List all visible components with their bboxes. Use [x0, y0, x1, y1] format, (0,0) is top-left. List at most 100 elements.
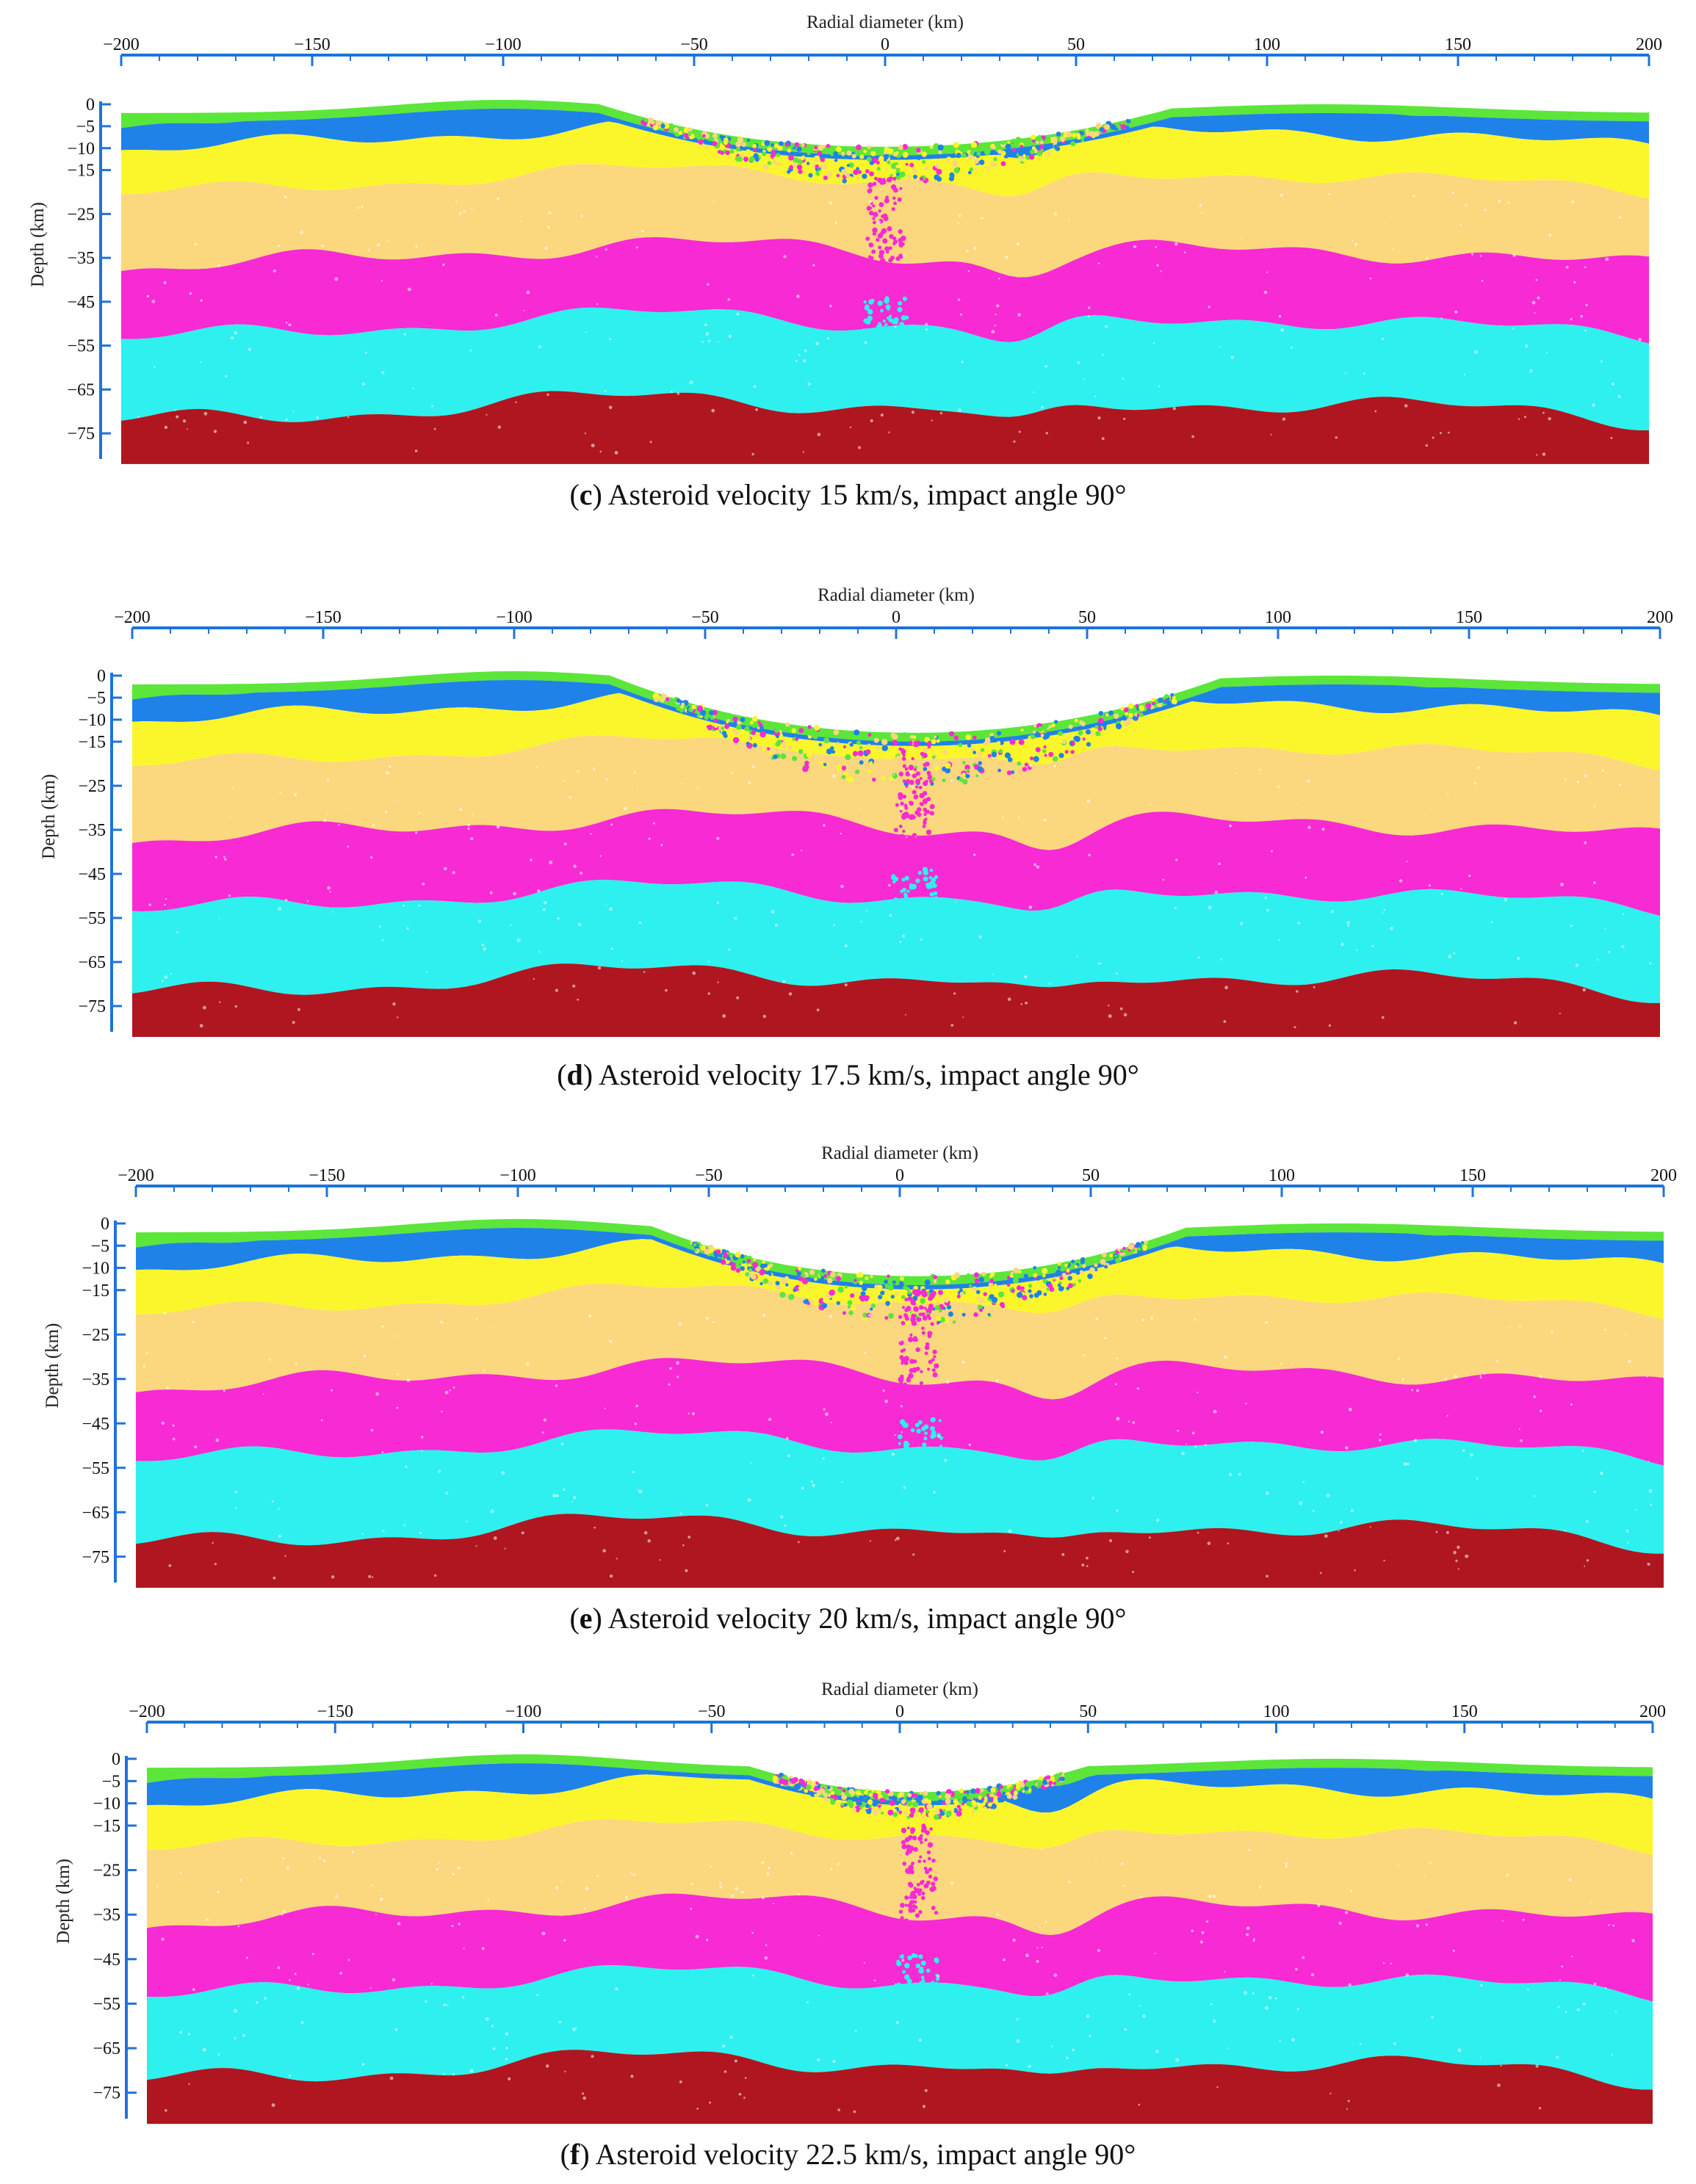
x-tick-label: 200	[1639, 1702, 1666, 1721]
layer-yellow	[132, 693, 1660, 771]
x-tick-label: 50	[1078, 608, 1096, 627]
x-tick-label: −50	[698, 1702, 726, 1721]
y-tick-label: −45	[82, 1414, 109, 1433]
x-tick-label: −150	[305, 608, 342, 627]
x-tick-label: −50	[695, 1166, 723, 1185]
y-tick-label: −65	[93, 2039, 120, 2058]
layer-darkred	[121, 391, 1649, 464]
x-axis-title: Radial diameter (km)	[821, 1143, 978, 1163]
x-axis: −200 −150 −100 −50 0 50 100 150 200 Radial diamet…	[103, 12, 1662, 66]
layer-blue	[147, 1763, 1653, 1813]
x-tick-label: 50	[1079, 1702, 1097, 1721]
layer-tan	[147, 1819, 1653, 1936]
y-tick-label: −25	[67, 205, 95, 224]
panel-caption: (d) Asteroid velocity 17.5 km/s, impact …	[557, 1058, 1139, 1091]
x-tick-label: −50	[680, 35, 708, 54]
crater-ejecta	[652, 692, 1177, 787]
x-tick-label: 150	[1445, 35, 1471, 54]
layer-cyan	[147, 1965, 1653, 2090]
x-axis: −200 −150 −100 −50 0 50 100 150 200 Radial diamet…	[129, 1679, 1666, 1733]
panel-letter: c	[579, 478, 593, 511]
layer-tan	[132, 735, 1660, 850]
layer-surface-green	[121, 100, 1649, 156]
x-tick-label: 150	[1456, 608, 1482, 627]
panel-caption: (c) Asteroid velocity 15 km/s, impact an…	[569, 478, 1127, 511]
layer-blue	[121, 109, 1649, 160]
y-axis-title: Depth (km)	[43, 1323, 62, 1409]
x-tick-label: −100	[505, 1702, 542, 1721]
layer-darkred	[136, 1514, 1664, 1588]
y-tick-label: −65	[78, 953, 106, 972]
layer-surface-green	[147, 1754, 1653, 1801]
x-tick-label: −200	[129, 1702, 165, 1721]
x-tick-label: −200	[118, 1166, 154, 1185]
y-tick-label: −15	[78, 733, 106, 752]
x-tick-label: −150	[317, 1702, 353, 1721]
figure-panel-c: −200 −150 −100 −50 0 50 100 150 200 Radial diamet…	[0, 0, 1696, 514]
crater-ejecta	[690, 1240, 1148, 1326]
y-axis-title: Depth (km)	[28, 202, 48, 287]
x-tick-label: 100	[1265, 608, 1291, 627]
particle-speckle	[156, 1848, 1635, 2114]
strata-layers	[132, 671, 1660, 1037]
panel-caption: (e) Asteroid velocity 20 km/s, impact an…	[569, 1602, 1127, 1635]
layer-magenta	[147, 1893, 1653, 2002]
x-tick-label: −150	[294, 35, 331, 54]
y-tick-label: −55	[93, 1995, 120, 2014]
x-axis: −200 −150 −100 −50 0 50 100 150 200 Radial diamet…	[118, 1143, 1677, 1197]
panel-letter: e	[579, 1602, 593, 1635]
y-tick-label: −55	[82, 1459, 109, 1478]
x-tick-label: 50	[1067, 35, 1085, 54]
y-tick-label: −25	[82, 1326, 109, 1345]
y-tick-label: 0	[112, 1750, 120, 1769]
y-tick-label: −15	[93, 1817, 120, 1836]
y-tick-label: −55	[78, 909, 106, 928]
y-tick-label: −65	[82, 1503, 109, 1522]
figure-panel-f: −200 −150 −100 −50 0 50 100 150 200 Radial diamet…	[0, 1667, 1696, 2184]
layer-magenta	[132, 809, 1660, 916]
y-axis-title: Depth (km)	[54, 1859, 73, 1944]
layer-cyan	[136, 1429, 1664, 1554]
x-tick-label: −200	[114, 608, 151, 627]
y-tick-label: −10	[78, 711, 106, 730]
layer-magenta	[121, 236, 1649, 344]
y-tick-label: −55	[67, 337, 95, 356]
x-axis-title: Radial diameter (km)	[806, 12, 964, 32]
layer-blue	[132, 680, 1660, 746]
central-plume	[861, 171, 912, 369]
y-tick-label: −65	[67, 380, 95, 399]
y-tick-label: −5	[76, 117, 95, 137]
x-axis: −200 −150 −100 −50 0 50 100 150 200 Radial diamet…	[114, 585, 1673, 639]
layer-darkred	[132, 963, 1660, 1037]
y-tick-label: −45	[93, 1950, 120, 1970]
y-tick-label: −75	[78, 997, 106, 1016]
y-tick-label: −45	[67, 293, 95, 312]
x-tick-label: −150	[308, 1166, 345, 1185]
layer-cyan	[121, 307, 1649, 430]
particle-speckle	[148, 764, 1652, 1029]
y-tick-label: −5	[87, 689, 106, 708]
x-axis-title: Radial diameter (km)	[818, 585, 975, 605]
y-tick-label: −10	[67, 140, 95, 159]
x-tick-label: 150	[1451, 1702, 1478, 1721]
x-tick-label: 200	[1650, 1166, 1677, 1185]
x-tick-label: 200	[1636, 35, 1662, 54]
y-tick-label: −15	[67, 162, 95, 181]
x-axis-title: Radial diameter (km)	[821, 1679, 978, 1699]
y-axis-title: Depth (km)	[39, 774, 59, 859]
y-tick-label: −25	[93, 1862, 120, 1881]
x-tick-label: −100	[499, 1166, 536, 1185]
x-tick-label: 100	[1269, 1166, 1295, 1185]
x-tick-label: −100	[496, 608, 533, 627]
y-tick-label: −75	[93, 2084, 120, 2103]
y-tick-label: −35	[67, 249, 95, 268]
y-tick-label: 0	[101, 1215, 109, 1234]
x-tick-label: 50	[1082, 1166, 1100, 1185]
